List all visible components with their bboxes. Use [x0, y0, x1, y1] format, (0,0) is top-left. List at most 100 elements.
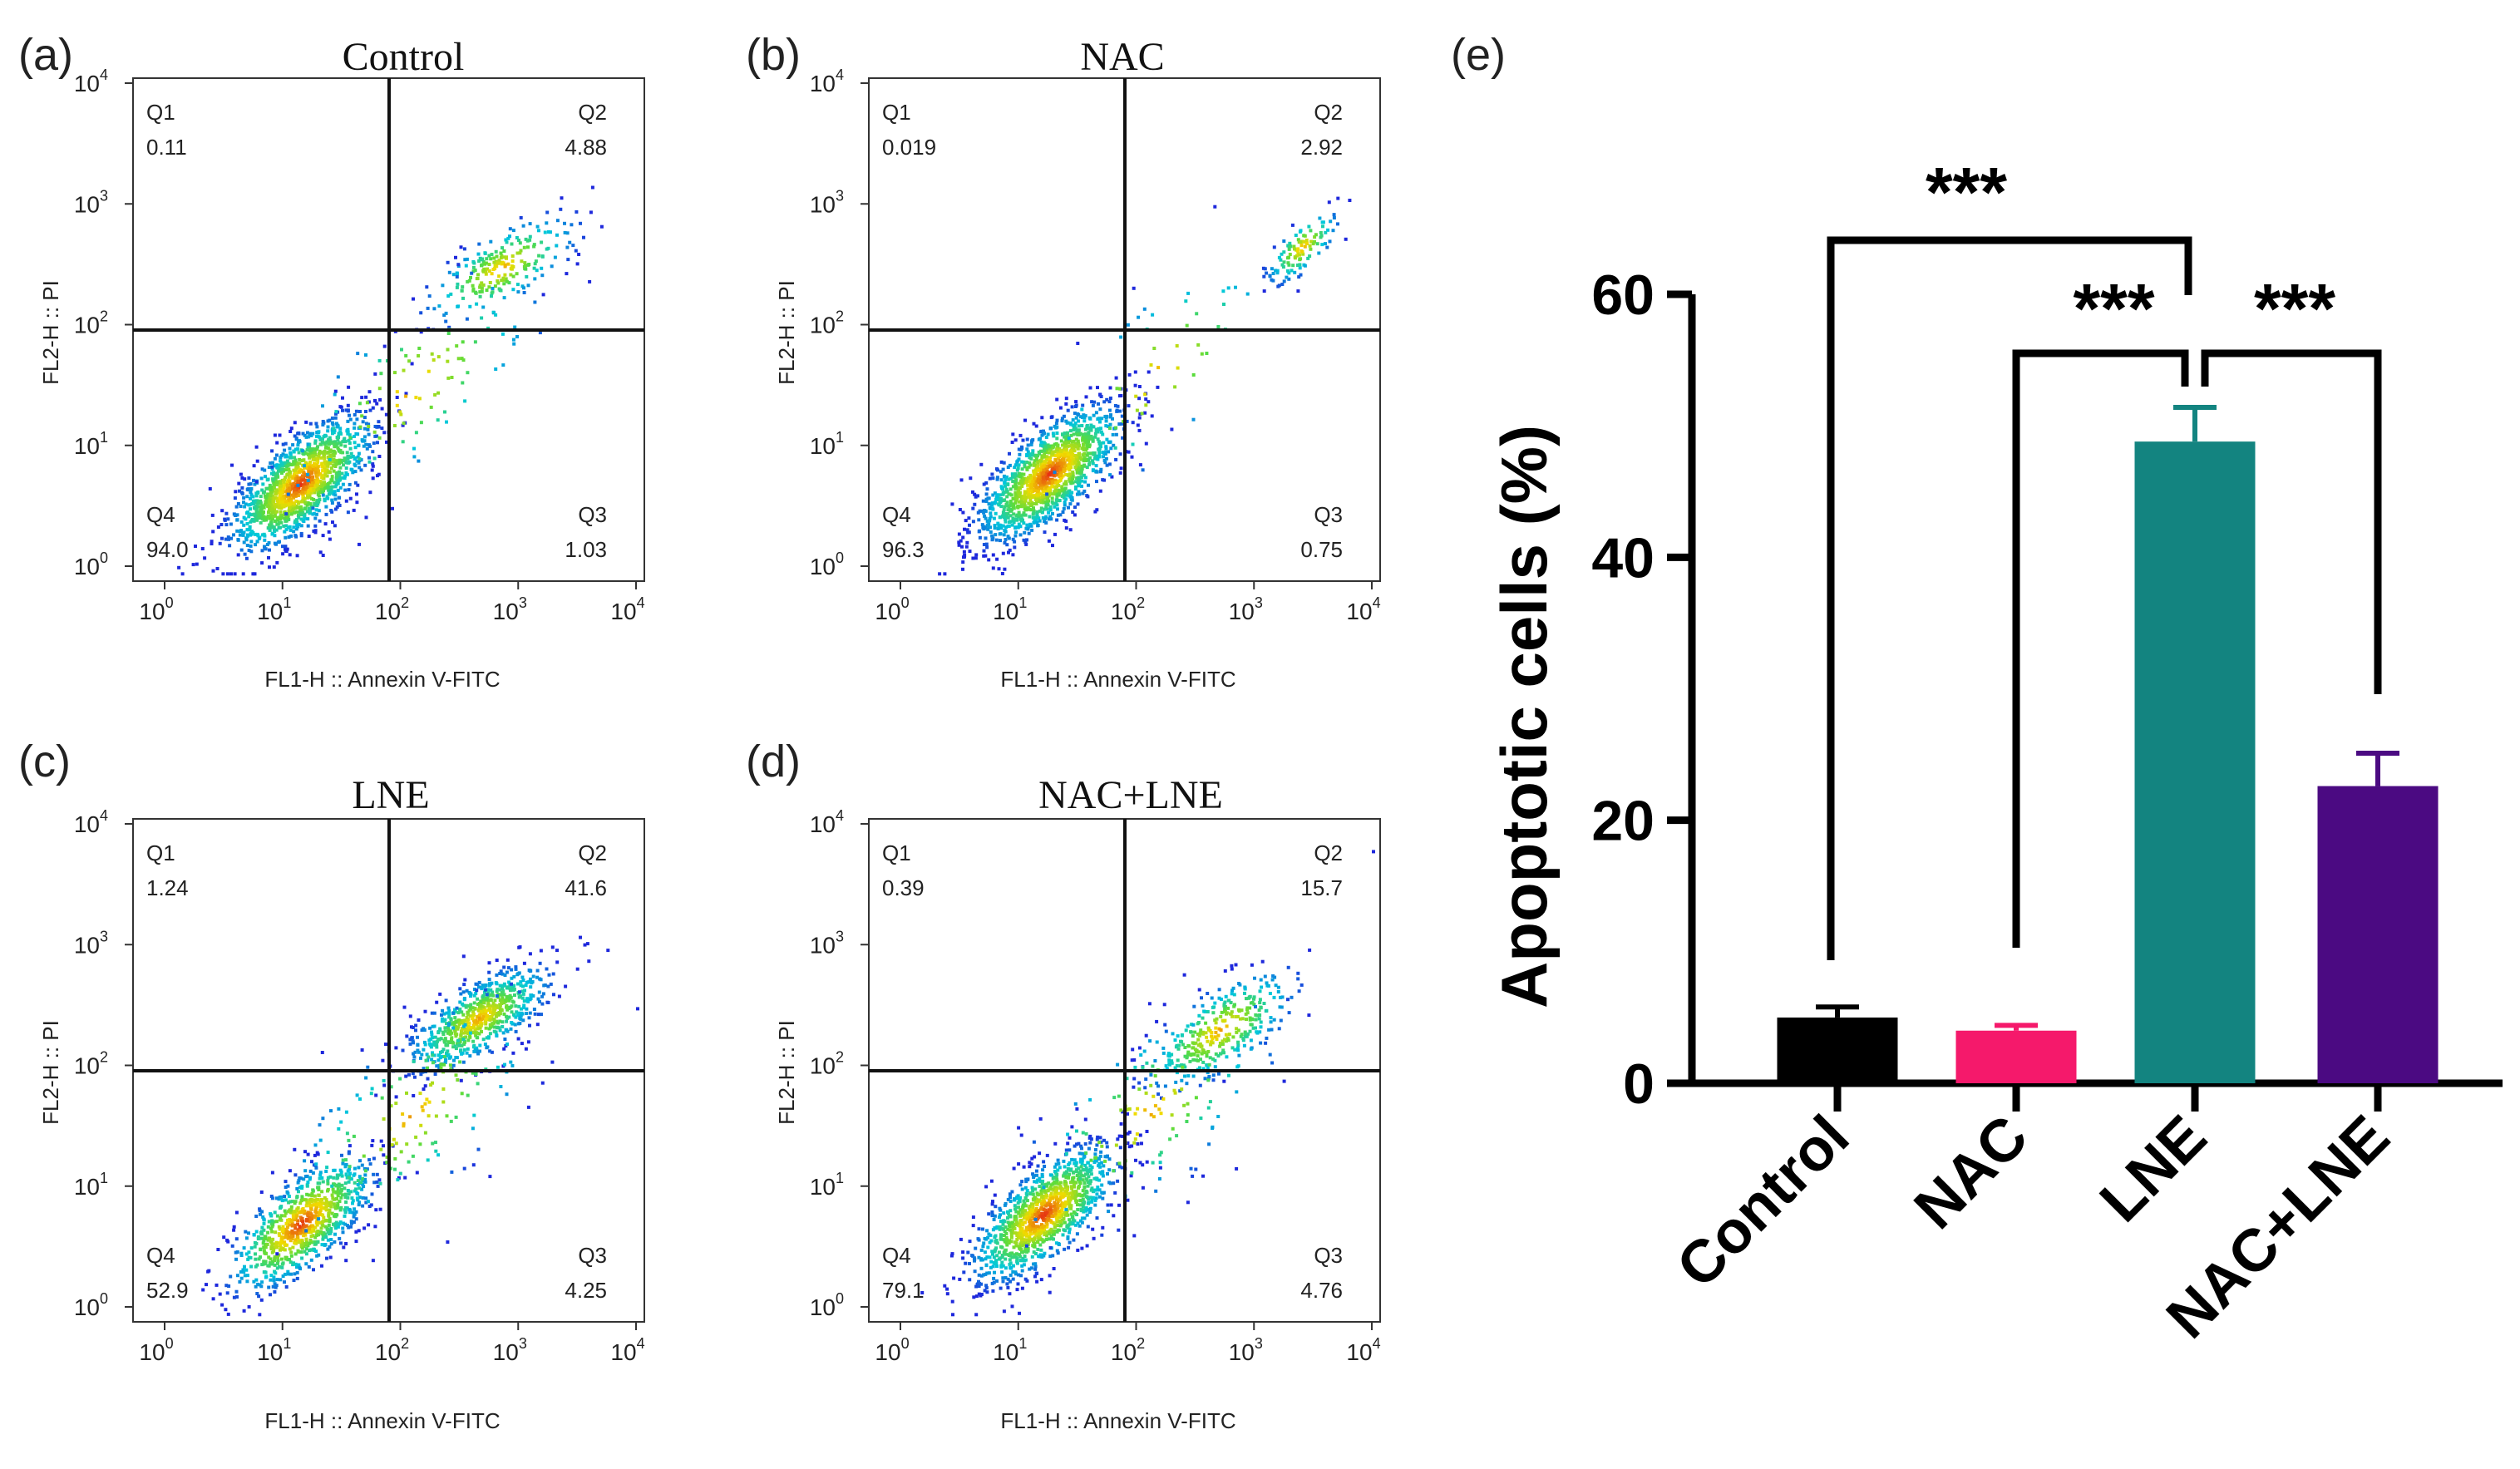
- event-dot: [1279, 258, 1283, 262]
- event-dot: [498, 1003, 502, 1008]
- event-dot: [480, 281, 484, 285]
- event-dot: [1044, 451, 1048, 454]
- event-dot: [443, 410, 446, 414]
- event-dot: [1019, 481, 1023, 484]
- quadrant-value-q2: 4.88: [565, 135, 607, 160]
- event-dot: [272, 464, 276, 468]
- event-dot: [1039, 430, 1043, 434]
- event-dot: [555, 244, 559, 248]
- flow-ylabel: FL2-H :: PI: [774, 280, 799, 385]
- event-dot: [426, 306, 430, 310]
- event-dot: [478, 1013, 482, 1017]
- event-dot: [370, 1192, 374, 1196]
- event-dot: [451, 1063, 456, 1067]
- event-dot: [338, 495, 342, 500]
- event-dot: [344, 1173, 348, 1177]
- event-dot: [481, 305, 486, 309]
- event-dot: [309, 434, 313, 437]
- flow-dots: [177, 185, 604, 576]
- event-dot: [441, 1033, 446, 1036]
- event-dot: [1054, 421, 1058, 426]
- event-dot: [1065, 432, 1069, 436]
- event-dot: [1082, 473, 1086, 477]
- event-dot: [1024, 507, 1028, 511]
- event-dot: [303, 1198, 307, 1202]
- event-dot: [265, 486, 269, 490]
- event-dot: [278, 433, 282, 437]
- event-dot: [1108, 386, 1112, 390]
- event-dot: [272, 1279, 276, 1283]
- event-dot: [1048, 426, 1053, 431]
- event-dot: [1043, 472, 1047, 476]
- event-dot: [274, 505, 278, 509]
- event-dot: [276, 540, 280, 545]
- event-dot: [329, 1242, 333, 1246]
- event-dot: [307, 475, 311, 479]
- event-dot: [314, 434, 318, 438]
- event-dot: [347, 1225, 351, 1230]
- event-dot: [365, 1167, 369, 1171]
- event-dot: [1058, 489, 1062, 493]
- event-dot: [377, 436, 382, 440]
- event-dot: [1070, 490, 1074, 495]
- event-dot: [1055, 397, 1059, 402]
- event-dot: [319, 456, 323, 460]
- event-dot: [288, 480, 292, 483]
- event-dot: [339, 443, 343, 447]
- event-dot: [210, 540, 214, 544]
- event-dot: [547, 973, 551, 977]
- event-dot: [333, 507, 338, 511]
- event-dot: [491, 1022, 495, 1026]
- event-dot: [1070, 405, 1074, 409]
- event-dot: [336, 488, 340, 492]
- event-dot: [384, 1043, 387, 1047]
- event-dot: [351, 1201, 354, 1205]
- event-dot: [510, 999, 515, 1003]
- event-dot: [334, 461, 338, 466]
- event-dot: [271, 1259, 274, 1264]
- event-dot: [539, 978, 543, 982]
- event-dot: [471, 1016, 475, 1020]
- event-dot: [989, 530, 993, 534]
- event-dot: [1299, 240, 1303, 244]
- event-dot: [453, 1008, 456, 1012]
- event-dot: [991, 536, 995, 540]
- event-dot: [582, 235, 585, 239]
- event-dot: [1047, 517, 1051, 521]
- event-dot: [1023, 465, 1027, 469]
- event-dot: [1096, 386, 1099, 390]
- event-dot: [316, 445, 319, 449]
- event-dot: [286, 1269, 290, 1274]
- event-dot: [492, 1029, 496, 1033]
- event-dot: [522, 286, 525, 290]
- event-dot: [507, 980, 511, 984]
- event-dot: [375, 434, 379, 438]
- event-dot: [293, 421, 297, 425]
- event-dot: [288, 553, 292, 557]
- event-dot: [998, 515, 1002, 520]
- event-dot: [1071, 471, 1075, 474]
- event-dot: [1087, 461, 1092, 465]
- event-dot: [502, 982, 506, 986]
- event-dot: [1017, 512, 1021, 516]
- event-dot: [344, 1200, 348, 1204]
- event-dot: [270, 1196, 274, 1200]
- event-dot: [411, 1072, 415, 1076]
- event-dot: [328, 453, 333, 457]
- event-dot: [1048, 460, 1052, 464]
- event-dot: [1051, 481, 1055, 485]
- event-dot: [971, 490, 974, 494]
- event-dot: [1044, 471, 1048, 476]
- event-dot: [348, 441, 352, 445]
- event-dot: [255, 518, 259, 522]
- event-dot: [1029, 442, 1033, 446]
- event-dot: [1013, 493, 1018, 497]
- event-dot: [323, 446, 328, 450]
- event-dot: [1076, 446, 1080, 451]
- event-dot: [260, 467, 264, 471]
- event-dot: [293, 1147, 297, 1151]
- event-dot: [278, 464, 282, 468]
- event-dot: [367, 390, 372, 394]
- event-dot: [333, 392, 337, 397]
- event-dot: [283, 461, 287, 465]
